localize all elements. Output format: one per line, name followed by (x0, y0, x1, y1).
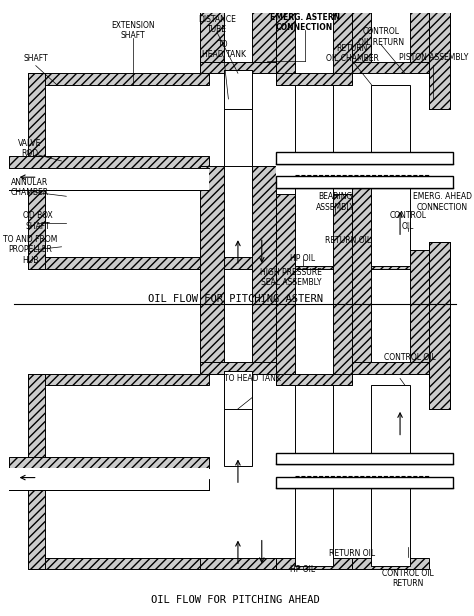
Text: RETURN
OIL CHAMBER: RETURN OIL CHAMBER (326, 44, 379, 63)
Text: HIGH PRESSURE
SEAL ASSEMBLY: HIGH PRESSURE SEAL ASSEMBLY (260, 267, 322, 287)
Bar (428, 0, 450, 108)
Bar (276, 557, 352, 569)
Bar (352, 0, 372, 73)
Bar (333, 195, 352, 385)
Bar (276, 164, 453, 188)
Bar (28, 557, 210, 569)
Bar (9, 456, 210, 468)
Bar (428, 242, 450, 409)
Text: EMERG. AHEAD
CONNECTION: EMERG. AHEAD CONNECTION (412, 192, 472, 212)
Bar (410, 0, 428, 73)
Text: ANNULAR
CHAMBER: ANNULAR CHAMBER (11, 178, 49, 197)
Bar (276, 73, 352, 84)
Bar (9, 156, 210, 168)
Bar (372, 84, 410, 266)
Bar (352, 166, 372, 374)
Text: RETURN OIL: RETURN OIL (325, 236, 371, 245)
Bar (200, 257, 276, 269)
Bar (276, 0, 295, 84)
Bar (372, 385, 410, 566)
Text: CONTROL OIL
RETURN: CONTROL OIL RETURN (382, 569, 434, 588)
Bar (352, 362, 428, 374)
Bar (252, 0, 276, 73)
Bar (276, 152, 453, 164)
Bar (9, 479, 210, 490)
Bar (428, 242, 450, 409)
Bar (410, 249, 428, 374)
Bar (276, 195, 295, 385)
Bar (276, 257, 352, 269)
Bar (28, 73, 210, 84)
Text: CONTROL
OIL RETURN: CONTROL OIL RETURN (358, 27, 404, 47)
Bar (28, 73, 46, 269)
Bar (352, 62, 428, 73)
Bar (295, 385, 333, 566)
Text: TO HEAD TANK: TO HEAD TANK (224, 374, 281, 383)
Text: EXTENSION
SHAFT: EXTENSION SHAFT (111, 20, 155, 40)
Bar (9, 168, 210, 190)
Text: DISTANCE
TUBE: DISTANCE TUBE (198, 15, 236, 34)
Text: OD BOX
SHAFT: OD BOX SHAFT (23, 211, 53, 231)
Bar (28, 257, 210, 269)
Bar (295, 84, 333, 266)
Text: TO AND FROM
PROPELLER
HUB: TO AND FROM PROPELLER HUB (3, 235, 57, 264)
Bar (28, 374, 46, 569)
Bar (352, 557, 428, 569)
Bar (9, 178, 210, 190)
Text: EMERG. ASTERN
CONNECTION: EMERG. ASTERN CONNECTION (270, 13, 340, 33)
Bar (333, 0, 352, 84)
Text: OIL FLOW FOR PITCHING ASTERN: OIL FLOW FOR PITCHING ASTERN (147, 294, 323, 304)
Text: RETURN OIL: RETURN OIL (329, 549, 375, 558)
Bar (224, 70, 252, 166)
Bar (9, 468, 210, 490)
Bar (276, 176, 453, 188)
Text: BEARING
ASSEMBLY: BEARING ASSEMBLY (316, 192, 355, 212)
Bar (200, 0, 224, 73)
Bar (28, 374, 210, 385)
Bar (276, 374, 352, 385)
Bar (200, 362, 276, 374)
Bar (200, 166, 224, 374)
Bar (252, 166, 276, 374)
Bar (224, 371, 252, 466)
Text: PISTON ASSEMBLY: PISTON ASSEMBLY (399, 52, 468, 62)
Text: CONTROL
OIL: CONTROL OIL (389, 211, 426, 231)
Bar (224, 371, 252, 409)
Bar (200, 557, 276, 569)
Bar (428, 0, 450, 108)
Text: TO
HEAD TANK: TO HEAD TANK (201, 39, 246, 59)
Bar (276, 477, 453, 488)
Bar (224, 70, 252, 108)
Text: HP OIL: HP OIL (290, 254, 315, 263)
Bar (14, 18, 456, 290)
Text: VALVE
ROD: VALVE ROD (18, 139, 42, 158)
Bar (14, 323, 456, 590)
Bar (276, 464, 453, 488)
Text: CONTROL OIL: CONTROL OIL (384, 353, 436, 362)
Bar (276, 453, 453, 464)
Text: SHAFT: SHAFT (23, 54, 48, 63)
Text: HP OIL: HP OIL (290, 565, 315, 573)
Bar (352, 257, 428, 269)
Text: OIL FLOW FOR PITCHING AHEAD: OIL FLOW FOR PITCHING AHEAD (151, 594, 319, 605)
Bar (200, 62, 276, 73)
